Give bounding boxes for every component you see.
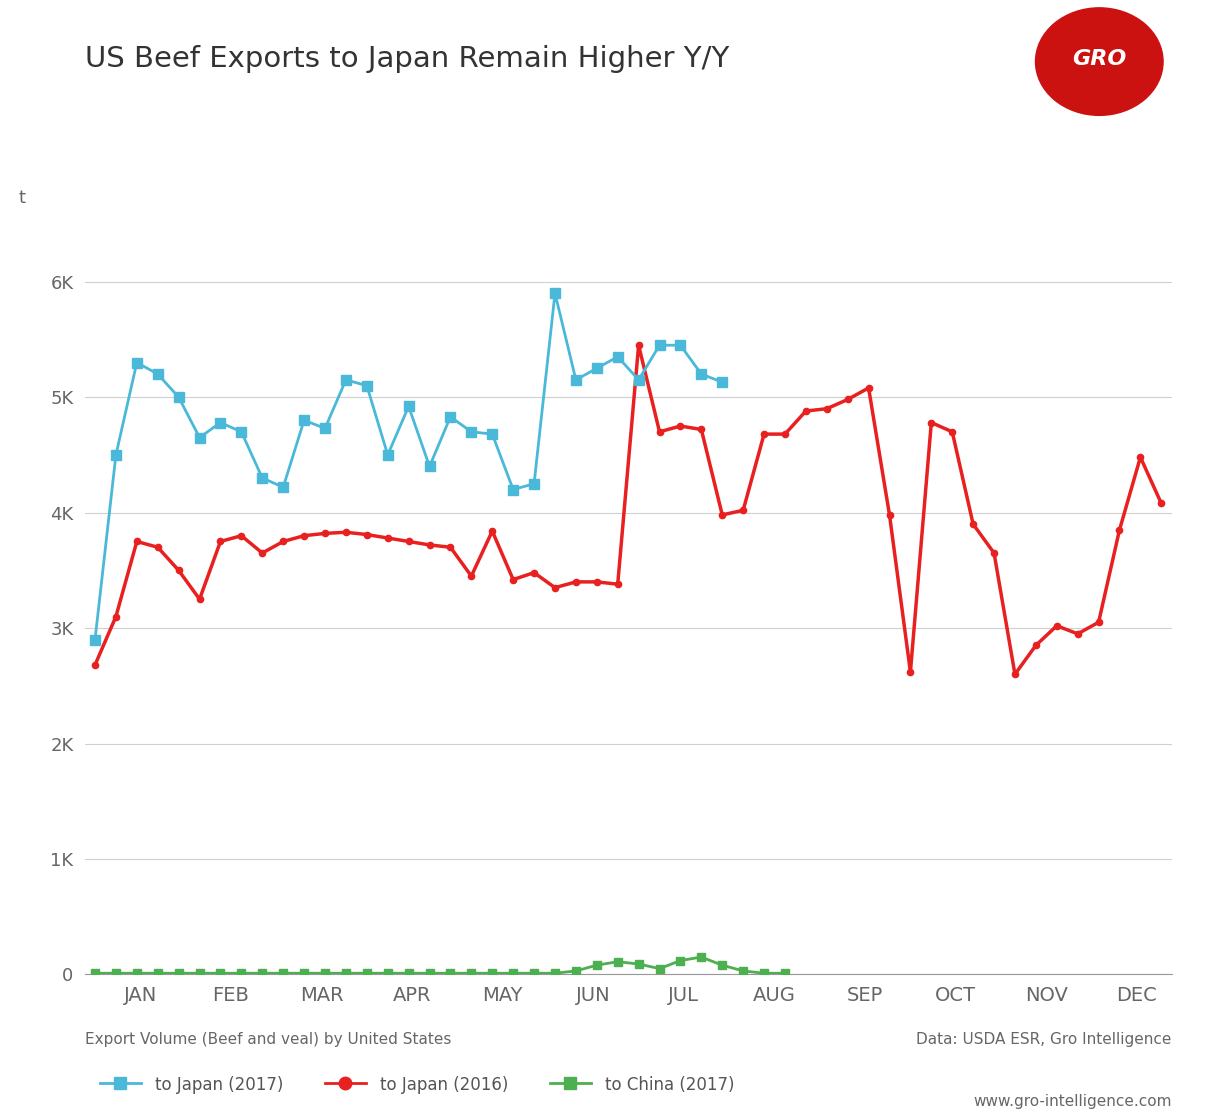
Text: US Beef Exports to Japan Remain Higher Y/Y: US Beef Exports to Japan Remain Higher Y… — [85, 45, 728, 73]
Circle shape — [1035, 8, 1163, 115]
Text: www.gro-intelligence.com: www.gro-intelligence.com — [974, 1094, 1172, 1109]
Text: t: t — [18, 189, 25, 207]
Text: Data: USDA ESR, Gro Intelligence: Data: USDA ESR, Gro Intelligence — [917, 1033, 1172, 1047]
Text: GRO: GRO — [1073, 49, 1126, 69]
Legend: to Japan (2017), to Japan (2016), to China (2017): to Japan (2017), to Japan (2016), to Chi… — [93, 1068, 741, 1101]
Text: Export Volume (Beef and veal) by United States: Export Volume (Beef and veal) by United … — [85, 1033, 451, 1047]
